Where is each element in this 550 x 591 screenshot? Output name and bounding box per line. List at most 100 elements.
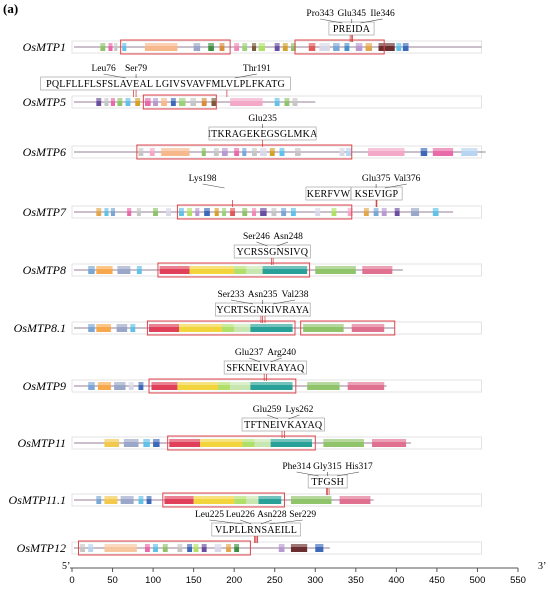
gene-name: OsMTP8.1 [14,321,66,335]
domain-highlight [217,382,231,385]
domain-block [123,439,139,447]
domain-highlight [193,496,235,499]
gene-name: OsMTP11.1 [9,493,66,507]
domain-block [260,208,267,216]
gene-name: OsMTP11 [18,436,66,450]
domain-highlight [372,439,407,442]
domain-block [290,43,296,51]
domain-block [246,266,263,274]
domain-highlight [307,382,340,385]
conserved-region-box [136,144,353,160]
domain-highlight [114,382,126,385]
domain-highlight [135,98,141,101]
domain-highlight [146,496,152,499]
domain-highlight [136,266,142,269]
domain-highlight [339,496,371,499]
domain-highlight [252,43,257,46]
domain-block [104,98,109,106]
domain-highlight [222,148,228,151]
domain-highlight [234,496,247,499]
residue-label: Glu235 [248,114,277,124]
domain-block [226,544,231,552]
domain-block [290,544,308,552]
residue-pointer [277,241,289,247]
domain-block [222,208,227,216]
domain-highlight [110,98,115,101]
domain-block [138,496,144,504]
domain-highlight [295,148,301,151]
domain-highlight [187,208,193,211]
domain-highlight [246,266,263,269]
domain-highlight [166,208,171,211]
domain-block [193,43,201,51]
domain-block [190,98,197,106]
domain-block [351,324,385,332]
domain-highlight [153,544,158,547]
domain-highlight [213,148,219,151]
domain-block [146,496,152,504]
domain-block [258,43,265,51]
domain-block [193,496,235,504]
domain-block [149,324,180,332]
domain-block [315,208,321,216]
domain-block [279,148,285,156]
track-frame [71,205,483,219]
domain-highlight [96,208,102,211]
domain-highlight [219,43,225,46]
domain-block [179,208,184,216]
domain-block [153,439,160,447]
domain-highlight [104,98,109,101]
domain-highlight [278,544,285,547]
motif-sequence: TFTNEIVKAYAQ [244,420,323,431]
domain-highlight [242,148,247,151]
domain-highlight [80,544,85,547]
domain-highlight [303,324,344,327]
domain-block [96,266,113,274]
residue-label: Val376 [393,174,420,184]
domain-highlight [96,496,102,499]
domain-highlight [230,208,235,211]
domain-block [234,324,251,332]
domain-highlight [104,544,137,547]
domain-highlight [222,208,227,211]
domain-block [260,148,267,156]
five-prime-label: 5’ [62,561,70,572]
domain-highlight [402,43,409,46]
domain-block [130,324,136,332]
domain-block [96,98,102,106]
track-frame [71,493,483,507]
domain-highlight [274,43,280,46]
domain-highlight [164,496,194,499]
residue-pointer [320,18,343,24]
domain-block [208,43,214,51]
domain-highlight [290,208,296,211]
domain-block [234,496,247,504]
conserved-region-box [162,492,285,508]
domain-block [104,208,109,216]
domain-block [201,98,207,106]
domain-block [308,43,316,51]
domain-highlight [117,98,123,101]
conserved-region-box [157,262,311,278]
domain-highlight [138,382,144,385]
residue-pointer [234,73,257,79]
gene-row: OsMTP1 PREIDA Pro343 Glu345 Ile346 [23,9,483,55]
domain-highlight [252,148,257,151]
domain-block [104,544,137,552]
domain-block [274,43,280,51]
residue-pointer [270,357,282,363]
domain-highlight [250,382,293,385]
gene-name: OsMTP9 [23,379,66,393]
residue-pointer [240,519,252,525]
domain-block [284,98,290,106]
domain-block [250,382,293,390]
domain-highlight [193,43,201,46]
residue-pointer [337,471,360,477]
domain-highlight [461,148,478,151]
gene-row: OsMTP8 YCRSSGNSIVQ Ser246 Asn248 [23,232,483,278]
gene-row: OsMTP8.1 YCRTSGNKIVRAYA Ser233 Asn235 Val238 [14,290,483,336]
domain-highlight [234,266,247,269]
domain-block [193,544,199,552]
